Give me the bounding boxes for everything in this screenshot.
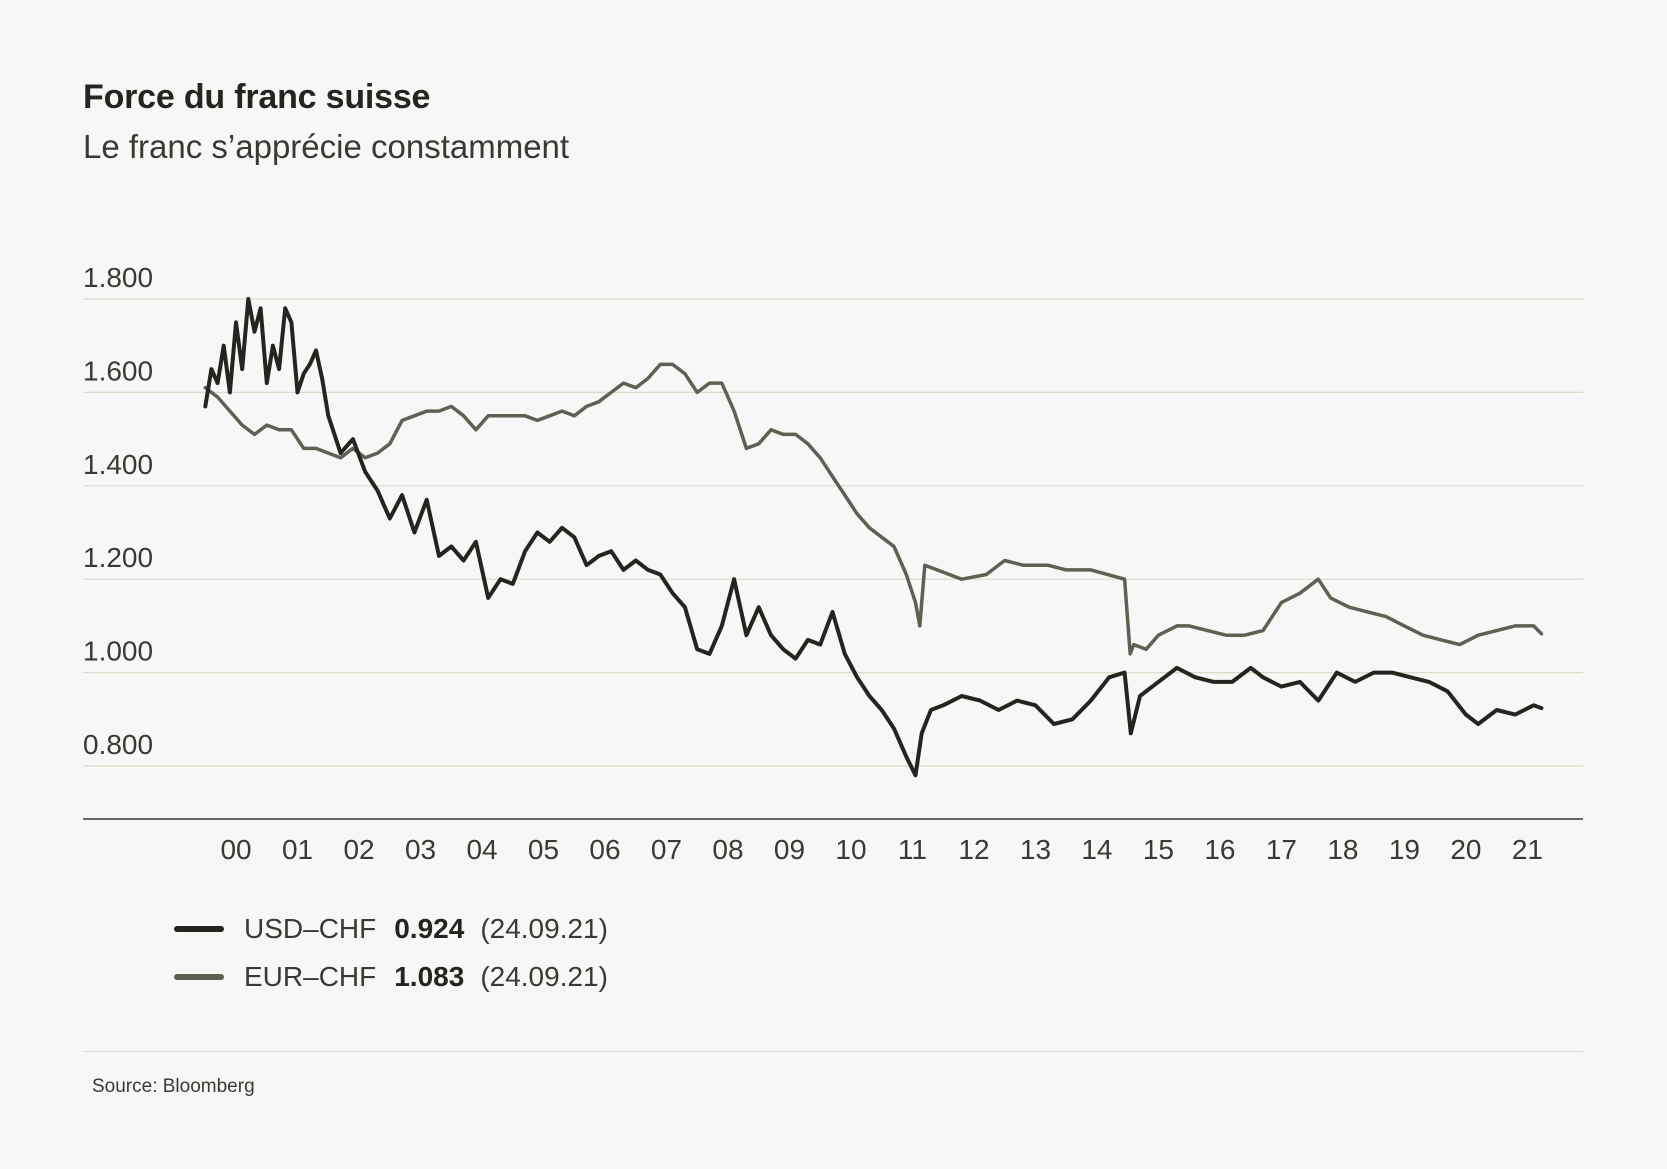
footer-divider (83, 1051, 1583, 1052)
x-tick-label: 02 (343, 834, 374, 865)
x-tick-label: 18 (1327, 834, 1358, 865)
legend-item-usd: USD–CHF 0.924 (24.09.21) (174, 905, 608, 953)
x-tick-label: 01 (282, 834, 313, 865)
x-tick-label: 14 (1081, 834, 1112, 865)
x-tick-label: 12 (958, 834, 989, 865)
legend-value-eur: 1.083 (394, 961, 465, 992)
x-tick-label: 21 (1512, 834, 1543, 865)
x-tick-label: 04 (466, 834, 497, 865)
x-tick-label: 10 (835, 834, 866, 865)
x-tick-label: 07 (651, 834, 682, 865)
legend-value-usd: 0.924 (394, 913, 465, 944)
x-tick-label: 06 (589, 834, 620, 865)
x-tick-label: 11 (898, 834, 927, 865)
source-note: Source: Bloomberg (92, 1076, 255, 1097)
x-tick-label: 13 (1020, 834, 1051, 865)
x-tick-label: 08 (712, 834, 743, 865)
chart-subtitle: Le franc s’apprécie constamment (83, 128, 570, 165)
usd-chf-line (203, 297, 1544, 778)
x-tick-label: 17 (1266, 834, 1297, 865)
series-lines (203, 297, 1544, 778)
legend-date-eur: (24.09.21) (480, 961, 608, 992)
x-tick-label: 19 (1389, 834, 1420, 865)
y-tick-label: 1.800 (83, 262, 153, 293)
x-tick-label: 09 (774, 834, 805, 865)
x-tick-label: 03 (405, 834, 436, 865)
x-tick-label: 20 (1450, 834, 1481, 865)
x-tick-label: 00 (220, 834, 251, 865)
legend: USD–CHF 0.924 (24.09.21) EUR–CHF 1.083 (… (174, 905, 608, 1001)
legend-swatch-eur (174, 974, 224, 980)
legend-label-eur: EUR–CHF (244, 961, 377, 992)
y-tick-label: 1.400 (83, 449, 153, 480)
y-tick-label: 1.600 (83, 355, 153, 386)
legend-item-eur: EUR–CHF 1.083 (24.09.21) (174, 953, 608, 1001)
legend-label-usd: USD–CHF (244, 913, 377, 944)
x-tick-label: 15 (1143, 834, 1174, 865)
x-tick-label: 05 (528, 834, 559, 865)
grid-lines (83, 298, 1583, 820)
legend-swatch-usd (174, 926, 224, 932)
chart-title: Force du franc suisse (83, 78, 431, 116)
y-tick-label: 0.800 (83, 729, 153, 760)
y-tick-label: 1.200 (83, 542, 153, 573)
y-axis-ticks: 1.800 1.600 1.400 1.200 1.000 0.800 (83, 262, 153, 760)
x-axis-ticks: 00 01 02 03 04 05 06 07 08 09 10 11 12 13 14 15 16 17 18 19… (220, 834, 1543, 865)
eur-chf-line (203, 362, 1544, 656)
legend-date-usd: (24.09.21) (480, 913, 608, 944)
y-tick-label: 1.000 (83, 636, 153, 667)
x-tick-label: 16 (1204, 834, 1235, 865)
